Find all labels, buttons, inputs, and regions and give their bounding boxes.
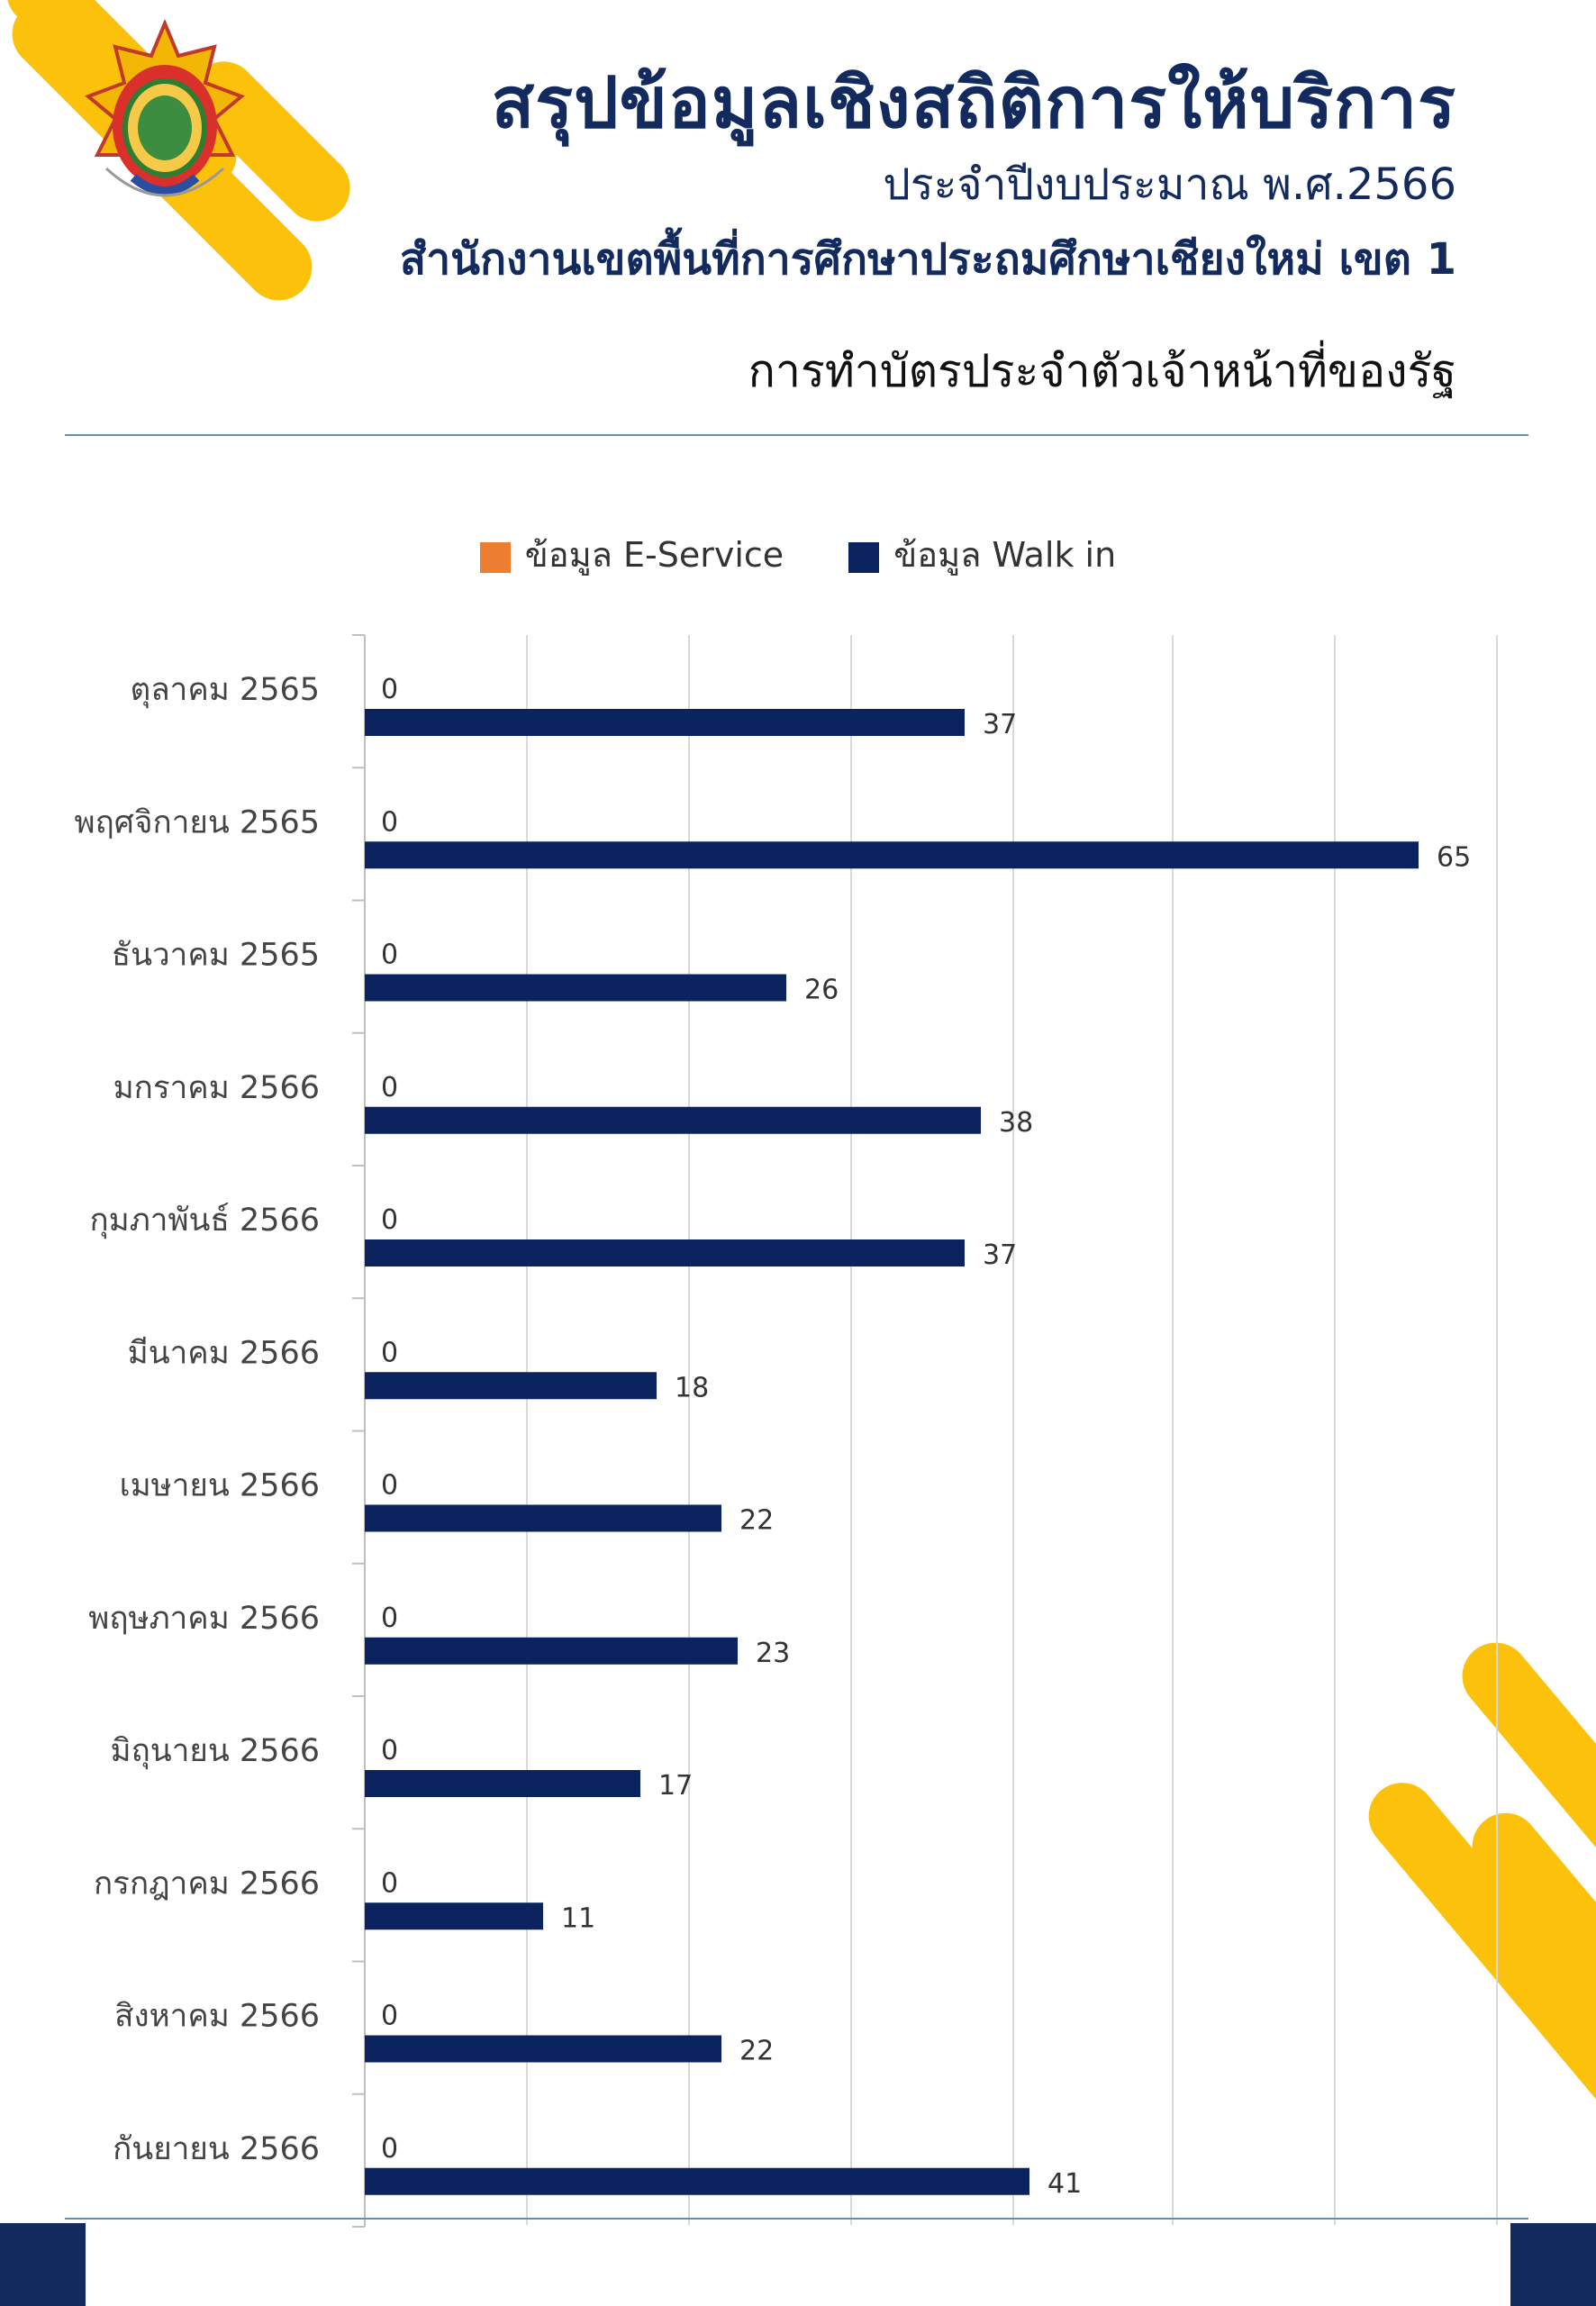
data-label-walk-in: 65	[1437, 841, 1471, 873]
category-label: พฤษภาคม 2566	[88, 1601, 320, 1637]
data-label-e-service: 0	[381, 1337, 398, 1368]
bar-walk-in	[365, 1372, 657, 1400]
corner-accent-right	[1510, 2223, 1596, 2306]
bar-walk-in	[365, 709, 965, 736]
bar-walk-in	[365, 974, 786, 1002]
header-divider	[65, 434, 1528, 436]
data-label-walk-in: 26	[804, 975, 839, 1006]
category-label: พฤศจิกายน 2565	[75, 804, 320, 840]
data-label-e-service: 0	[381, 1470, 398, 1502]
bar-walk-in	[365, 1106, 981, 1134]
legend-label-walk-in: ข้อมูล Walk in	[893, 535, 1117, 575]
chart-legend: ข้อมูล E-Service ข้อมูล Walk in	[0, 527, 1596, 582]
data-label-e-service: 0	[381, 940, 398, 971]
data-label-e-service: 0	[381, 1204, 398, 1236]
data-label-e-service: 0	[381, 806, 398, 838]
legend-swatch-walk-in	[848, 541, 880, 573]
bar-walk-in	[365, 1239, 965, 1266]
obec-emblem-logo	[85, 20, 245, 197]
organization-name: สำนักงานเขตพื้นที่การศึกษาประถมศึกษาเชีย…	[399, 234, 1456, 285]
category-label: สิงหาคม 2566	[114, 1999, 320, 2035]
legend-swatch-e-service	[479, 541, 511, 573]
service-name: การทำบัตรประจำตัวเจ้าหน้าที่ของรัฐ	[748, 345, 1456, 397]
category-label: มกราคม 2566	[113, 1070, 320, 1106]
legend-label-e-service: ข้อมูล E-Service	[524, 535, 784, 575]
data-label-walk-in: 37	[983, 1239, 1017, 1271]
header: สรุปข้อมูลเชิงสถิติการให้บริการ ประจำปีง…	[195, 54, 1456, 407]
corner-accent-left	[0, 2223, 86, 2306]
data-label-walk-in: 23	[756, 1638, 790, 1669]
data-label-walk-in: 37	[983, 709, 1017, 740]
data-label-walk-in: 18	[675, 1372, 709, 1403]
category-label: กันยายน 2566	[113, 2131, 320, 2167]
data-label-walk-in: 17	[658, 1770, 693, 1802]
bar-walk-in	[365, 2035, 721, 2063]
category-label: กรกฎาคม 2566	[94, 1866, 320, 1902]
data-label-e-service: 0	[381, 2133, 398, 2165]
legend-item-walk-in: ข้อมูล Walk in	[848, 527, 1116, 582]
fiscal-year-subtitle: ประจำปีงบประมาณ พ.ศ.2566	[883, 159, 1456, 210]
data-label-e-service: 0	[381, 1735, 398, 1766]
data-label-e-service: 0	[381, 1072, 398, 1103]
data-label-walk-in: 11	[561, 1902, 595, 1934]
data-label-walk-in: 38	[999, 1107, 1033, 1139]
category-label: กุมภาพันธ์ 2566	[89, 1203, 320, 1239]
category-label: มีนาคม 2566	[128, 1335, 320, 1371]
data-label-e-service: 0	[381, 1602, 398, 1634]
category-label: ธันวาคม 2565	[112, 938, 320, 974]
data-label-walk-in: 41	[1047, 2168, 1082, 2200]
bar-walk-in	[365, 1504, 721, 1532]
bar-walk-in	[365, 1902, 543, 1930]
category-label: เมษายน 2566	[120, 1468, 320, 1504]
bar-walk-in	[365, 841, 1419, 869]
bar-walk-in	[365, 1637, 738, 1665]
bar-walk-in	[365, 1770, 640, 1797]
footer-divider	[65, 2218, 1528, 2220]
data-label-e-service: 0	[381, 1867, 398, 1899]
category-label: ตุลาคม 2565	[130, 672, 320, 708]
legend-item-e-service: ข้อมูล E-Service	[479, 527, 784, 582]
data-label-walk-in: 22	[739, 2036, 774, 2067]
category-label: มิถุนายน 2566	[111, 1733, 320, 1769]
bar-walk-in	[365, 2167, 1029, 2195]
data-label-e-service: 0	[381, 2001, 398, 2032]
data-label-walk-in: 22	[739, 1505, 774, 1537]
data-label-e-service: 0	[381, 674, 398, 705]
page-title: สรุปข้อมูลเชิงสถิติการให้บริการ	[491, 63, 1456, 144]
